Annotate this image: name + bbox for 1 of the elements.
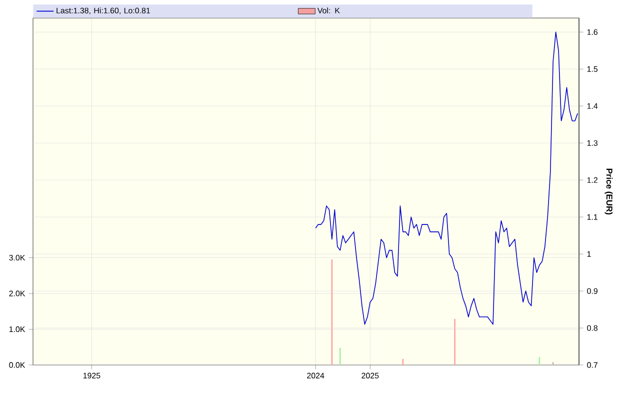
y2-axis-title: Price (EUR)	[604, 168, 613, 214]
